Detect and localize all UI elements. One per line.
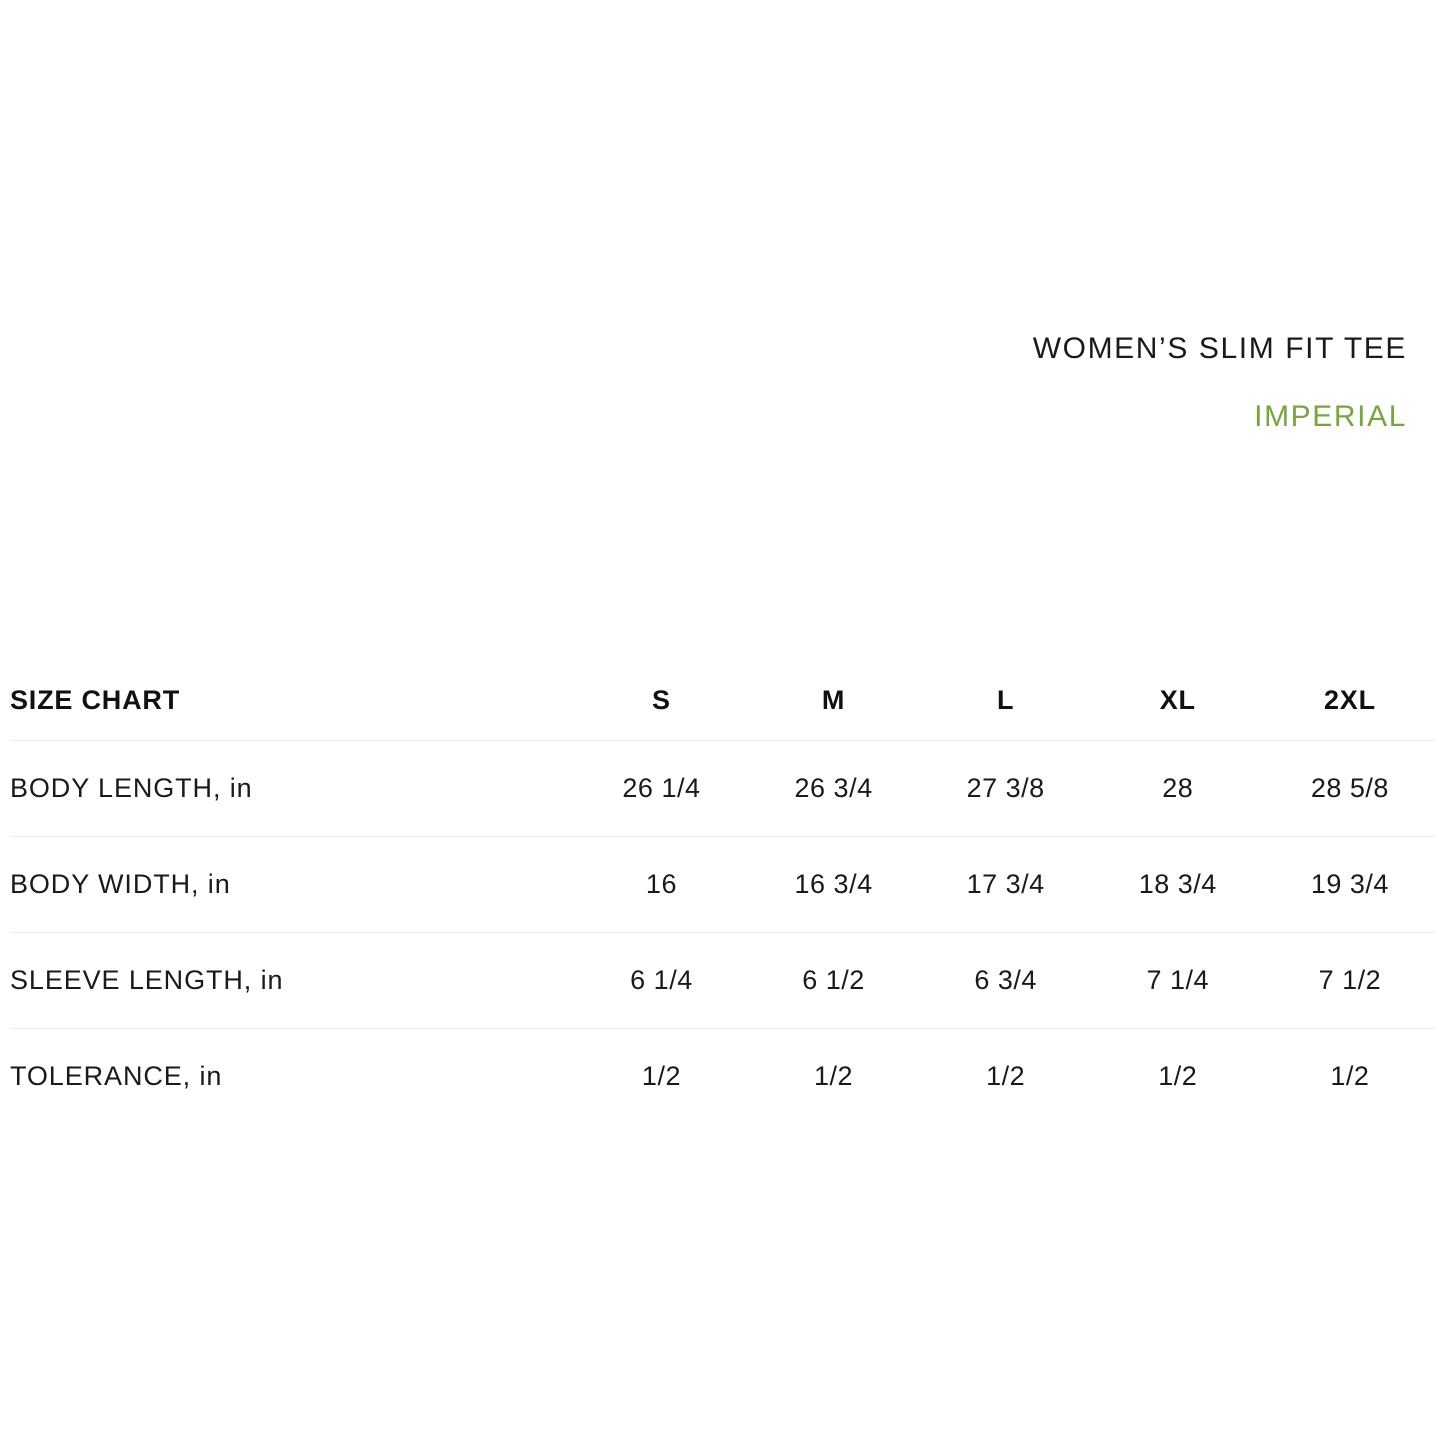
cell-tolerance-xl: 1/2 (1158, 1061, 1198, 1092)
product-title: WOMEN’S SLIM FIT TEE (1032, 332, 1407, 365)
table-row: BODY LENGTH, in 26 1/4 26 3/4 27 3/8 28 … (10, 740, 1436, 837)
unit-system-label: IMPERIAL (1254, 399, 1407, 433)
cell-tolerance-2xl: 1/2 (1330, 1061, 1370, 1092)
cell-body-length-2xl: 28 5/8 (1263, 740, 1436, 837)
cell-sleeve-length-l: 6 3/4 (919, 932, 1092, 1029)
table-header-row: SIZE CHART S M L XL 2XL (10, 660, 1436, 741)
cell-body-length-xl: 28 (1091, 740, 1264, 837)
column-header-s: S (575, 660, 748, 741)
table-row: BODY WIDTH, in 16 16 3/4 17 3/4 18 3/4 1… (10, 836, 1436, 933)
column-header-2xl: 2XL (1263, 660, 1436, 741)
cell-tolerance-s: 1/2 (641, 1061, 681, 1092)
cell-sleeve-length-xl: 7 1/4 (1091, 932, 1264, 1029)
column-header-xl: XL (1091, 660, 1264, 741)
cell-tolerance-l: 1/2 (986, 1061, 1026, 1092)
cell-sleeve-length-m: 6 1/2 (747, 932, 920, 1029)
row-label-body-length: BODY LENGTH, in (10, 740, 576, 837)
table-header: SIZE CHART S M L XL 2XL (10, 660, 1436, 741)
cell-body-width-xl: 18 3/4 (1091, 836, 1264, 933)
cell-body-length-l: 27 3/8 (919, 740, 1092, 837)
table-body: BODY LENGTH, in 26 1/4 26 3/4 27 3/8 28 … (10, 740, 1436, 1125)
cell-body-length-s: 26 1/4 (575, 740, 748, 837)
cell-sleeve-length-s: 6 1/4 (575, 932, 748, 1029)
size-chart-heading: SIZE CHART (10, 660, 576, 741)
cell-body-width-l: 17 3/4 (919, 836, 1092, 933)
row-label-body-width: BODY WIDTH, in (10, 836, 576, 933)
table-row: SLEEVE LENGTH, in 6 1/4 6 1/2 6 3/4 7 1/… (10, 932, 1436, 1029)
cell-tolerance-m: 1/2 (814, 1061, 854, 1092)
row-label-sleeve-length: SLEEVE LENGTH, in (10, 932, 576, 1029)
size-chart-table: SIZE CHART S M L XL 2XL BODY LENGTH, in … (10, 660, 1436, 1125)
table-row: TOLERANCE, in 1/2 1/2 1/2 1/2 1/2 (10, 1029, 1436, 1125)
cell-body-width-m: 16 3/4 (747, 836, 920, 933)
column-header-m: M (747, 660, 920, 741)
cell-body-width-s: 16 (575, 836, 748, 933)
title-block: WOMEN’S SLIM FIT TEE IMPERIAL (0, 330, 1407, 435)
cell-body-length-m: 26 3/4 (747, 740, 920, 837)
column-header-l: L (919, 660, 1092, 741)
row-label-tolerance: TOLERANCE, in (10, 1061, 223, 1092)
cell-body-width-2xl: 19 3/4 (1263, 836, 1436, 933)
cell-sleeve-length-2xl: 7 1/2 (1263, 932, 1436, 1029)
